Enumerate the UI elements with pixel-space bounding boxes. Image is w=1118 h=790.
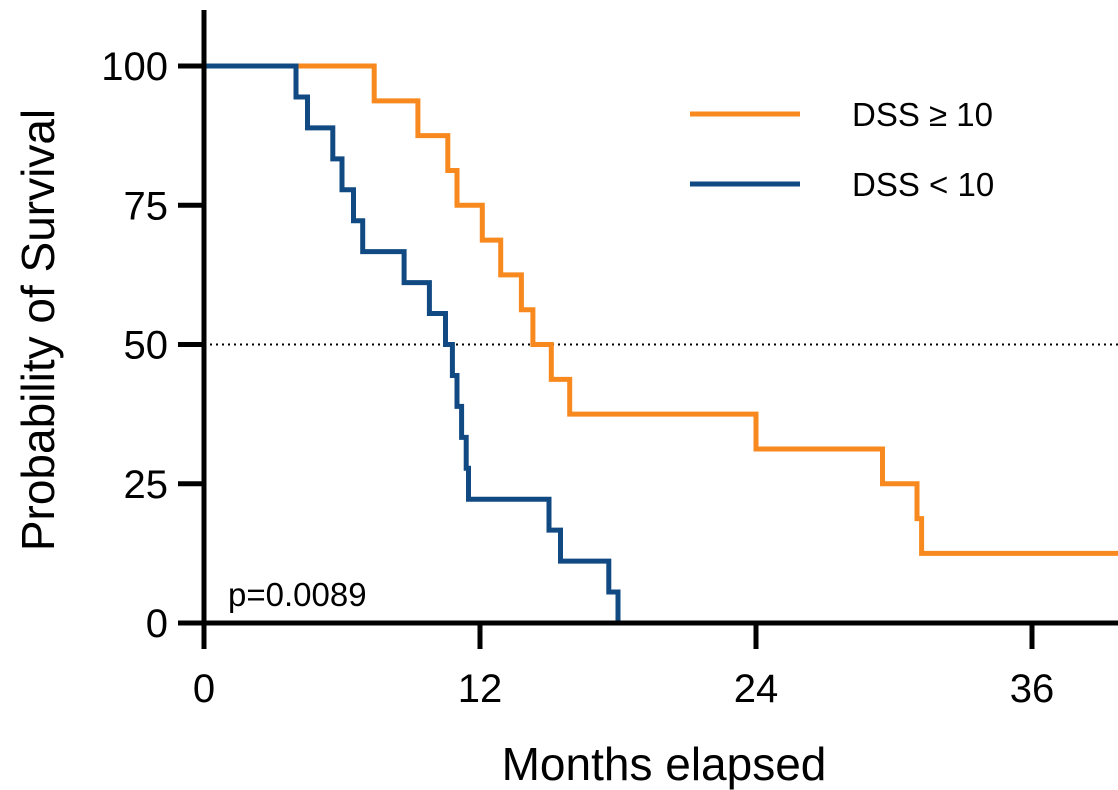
y-tick-label: 50 xyxy=(124,324,169,368)
x-tick-label: 24 xyxy=(734,667,779,711)
series-2-curve xyxy=(204,63,628,626)
p-value-annotation: p=0.0089 xyxy=(228,576,367,613)
y-tick-label: 25 xyxy=(124,463,169,507)
y-tick-label: 100 xyxy=(101,45,168,89)
axes: 0 25 50 75 100 0 12 24 36 xyxy=(101,10,1118,711)
y-axis-title: Probability of Survival xyxy=(12,109,64,551)
plot-area xyxy=(204,63,1118,626)
x-tick-label: 36 xyxy=(1010,667,1055,711)
y-tick-label: 0 xyxy=(146,602,168,646)
y-tick-label: 75 xyxy=(124,184,169,228)
legend-label-series-2: DSS < 10 xyxy=(852,166,994,203)
x-tick-label: 0 xyxy=(193,667,215,711)
legend: DSS ≥ 10 DSS < 10 xyxy=(690,96,994,203)
series-1-curve xyxy=(204,63,1118,556)
legend-label-series-1: DSS ≥ 10 xyxy=(852,96,993,133)
x-tick-label: 12 xyxy=(458,667,503,711)
x-axis-title: Months elapsed xyxy=(502,738,827,790)
